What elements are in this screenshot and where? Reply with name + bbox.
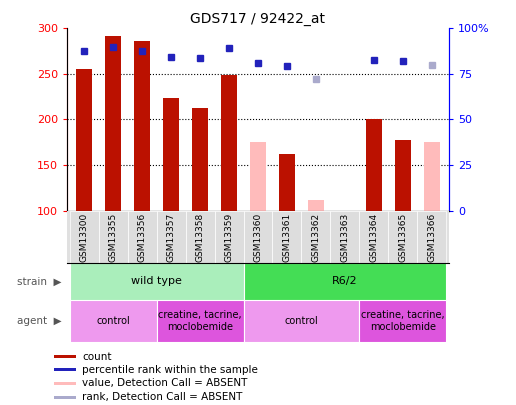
Text: strain  ▶: strain ▶ (18, 277, 62, 286)
Text: rank, Detection Call = ABSENT: rank, Detection Call = ABSENT (82, 392, 243, 402)
Bar (359, 300, 446, 342)
Bar (157, 300, 244, 342)
Bar (359, 211, 388, 263)
Text: R6/2: R6/2 (332, 277, 358, 286)
Bar (366, 119, 382, 211)
Text: GSM13358: GSM13358 (196, 213, 205, 262)
Text: GSM13360: GSM13360 (253, 213, 263, 262)
Bar (417, 211, 446, 263)
Text: wild type: wild type (131, 277, 182, 286)
Text: creatine, tacrine,
moclobemide: creatine, tacrine, moclobemide (361, 310, 444, 332)
Bar (395, 139, 411, 211)
Bar (70, 211, 99, 263)
Bar (163, 98, 179, 211)
Text: GSM13357: GSM13357 (167, 213, 176, 262)
Text: control: control (96, 316, 130, 326)
Text: GSM13361: GSM13361 (282, 213, 292, 262)
Bar (244, 300, 359, 342)
Text: count: count (82, 352, 111, 362)
Bar (54, 355, 76, 358)
Bar (250, 142, 266, 211)
Bar (157, 211, 186, 263)
Text: percentile rank within the sample: percentile rank within the sample (82, 365, 258, 375)
Bar (221, 75, 237, 211)
Bar (186, 211, 215, 263)
Text: GSM13300: GSM13300 (80, 213, 89, 262)
Text: GSM13366: GSM13366 (427, 213, 436, 262)
Bar (128, 211, 157, 263)
Bar (105, 36, 121, 211)
Text: creatine, tacrine,
moclobemide: creatine, tacrine, moclobemide (158, 310, 242, 332)
Text: control: control (284, 316, 318, 326)
Bar (215, 211, 244, 263)
Bar (134, 41, 150, 211)
Text: GSM13362: GSM13362 (311, 213, 320, 262)
Bar (388, 211, 417, 263)
Bar (192, 108, 208, 211)
Bar (76, 69, 92, 211)
Title: GDS717 / 92422_at: GDS717 / 92422_at (190, 12, 326, 26)
Bar (424, 142, 440, 211)
Bar (54, 382, 76, 385)
Text: GSM13359: GSM13359 (224, 213, 234, 262)
Bar (54, 396, 76, 399)
Bar (70, 263, 244, 300)
Bar (301, 211, 330, 263)
Bar (272, 211, 301, 263)
Text: GSM13364: GSM13364 (369, 213, 378, 262)
Text: GSM13356: GSM13356 (138, 213, 147, 262)
Text: agent  ▶: agent ▶ (18, 316, 62, 326)
Bar (279, 154, 295, 211)
Bar (244, 211, 272, 263)
Text: value, Detection Call = ABSENT: value, Detection Call = ABSENT (82, 378, 247, 388)
Text: GSM13355: GSM13355 (109, 213, 118, 262)
Bar (330, 211, 359, 263)
Bar (99, 211, 128, 263)
Text: GSM13365: GSM13365 (398, 213, 407, 262)
Bar (70, 300, 157, 342)
Bar (244, 263, 446, 300)
Bar (54, 368, 76, 371)
Bar (308, 200, 324, 211)
Text: GSM13363: GSM13363 (340, 213, 349, 262)
